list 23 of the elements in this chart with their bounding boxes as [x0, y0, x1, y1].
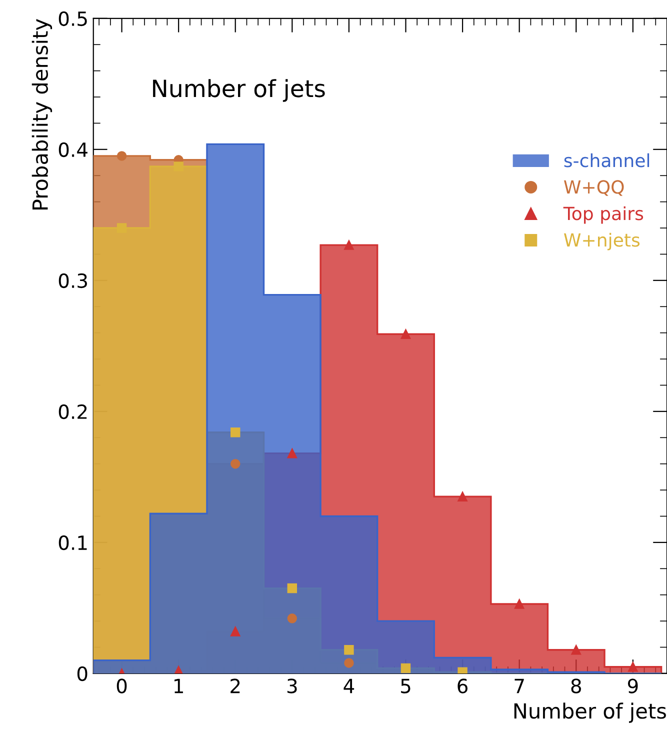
- x-tick-label: 9: [628, 678, 638, 694]
- x-tick-label: 7: [514, 678, 524, 694]
- y-tick-label: 0: [77, 666, 88, 682]
- y-tick-label: 0.4: [58, 142, 88, 158]
- y-tick-label: 0.3: [58, 273, 87, 288]
- x-tick-label: 4: [344, 678, 354, 694]
- x-tick-label: 6: [458, 678, 468, 694]
- text: Number of jets: [153, 79, 325, 102]
- legend-label: W+QQ: [564, 180, 624, 196]
- x-tick-label: 2: [230, 678, 240, 694]
- x-tick-label: 8: [571, 678, 581, 694]
- legend-label: Top pairs: [563, 206, 644, 224]
- y-axis-title: Probability density: [32, 19, 52, 210]
- x-tick-label: 0: [116, 678, 127, 694]
- legend-label: s-channel: [564, 153, 650, 168]
- x-tick-label: 5: [401, 678, 410, 694]
- y-tick-label: 0.2: [58, 404, 87, 420]
- y-tick-label: 0.5: [58, 11, 87, 26]
- x-axis-title: Number of jets: [514, 702, 666, 723]
- y-tick-label: 0.1: [58, 535, 87, 550]
- x-tick-label: 1: [174, 678, 183, 694]
- x-tick-label: 3: [287, 678, 297, 694]
- legend-label: W+njets: [564, 232, 640, 250]
